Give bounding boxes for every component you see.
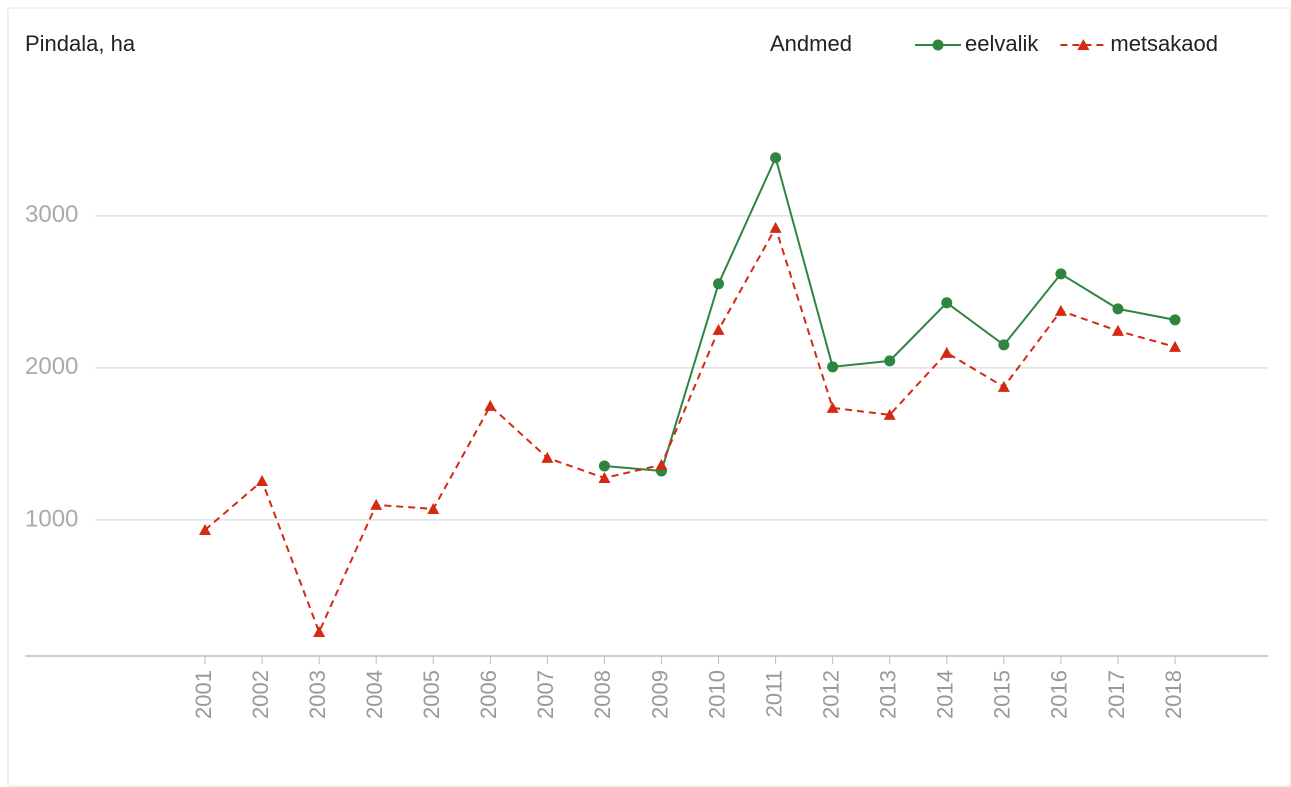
point bbox=[598, 471, 611, 483]
series-line bbox=[204, 225, 1176, 635]
point bbox=[655, 458, 668, 470]
x-tick-label: 2006 bbox=[476, 670, 501, 719]
point bbox=[313, 625, 326, 637]
x-tick-label: 2009 bbox=[647, 670, 672, 719]
x-tick-label: 2001 bbox=[191, 670, 216, 719]
point bbox=[1112, 303, 1124, 315]
legend-title: Andmed bbox=[770, 31, 852, 56]
x-tick-label: 2018 bbox=[1161, 670, 1186, 719]
point bbox=[997, 380, 1010, 392]
point bbox=[1055, 268, 1067, 280]
y-tick-label: 3000 bbox=[25, 201, 78, 228]
point bbox=[1111, 324, 1124, 336]
point bbox=[884, 355, 896, 367]
point bbox=[598, 460, 610, 472]
point bbox=[1169, 340, 1182, 352]
point bbox=[883, 408, 896, 420]
x-tick-label: 2017 bbox=[1104, 670, 1129, 719]
point bbox=[1054, 304, 1067, 316]
point bbox=[541, 451, 554, 463]
frame bbox=[7, 7, 1291, 787]
point bbox=[769, 221, 782, 233]
x-tick-label: 2016 bbox=[1047, 670, 1072, 719]
x-tick-label: 2005 bbox=[419, 670, 444, 719]
legend-label: metsakaod bbox=[1110, 31, 1218, 56]
point bbox=[484, 399, 497, 411]
point bbox=[712, 323, 725, 335]
y-tick-label: 1000 bbox=[25, 505, 78, 532]
point bbox=[826, 401, 839, 413]
x-tick-label: 2014 bbox=[933, 670, 958, 719]
x-tick-label: 2015 bbox=[990, 670, 1015, 719]
x-tick-label: 2011 bbox=[761, 670, 786, 717]
x-tick-label: 2004 bbox=[362, 670, 387, 719]
legend-marker bbox=[1077, 39, 1090, 50]
x-tick-label: 2010 bbox=[704, 670, 729, 719]
x-tick-label: 2003 bbox=[305, 670, 330, 719]
x-tick-label: 2012 bbox=[818, 670, 843, 719]
point bbox=[256, 474, 269, 486]
point bbox=[199, 523, 211, 535]
point bbox=[713, 278, 725, 290]
x-tick-label: 2007 bbox=[533, 670, 558, 719]
point bbox=[770, 152, 782, 164]
point bbox=[1169, 314, 1181, 326]
x-tick-label: 2013 bbox=[876, 670, 901, 719]
point bbox=[998, 339, 1010, 351]
point bbox=[370, 498, 383, 510]
x-tick-label: 2008 bbox=[590, 670, 615, 719]
legend-label: eelvalik bbox=[965, 31, 1039, 56]
x-tick-label: 2002 bbox=[248, 670, 273, 719]
point bbox=[427, 502, 440, 514]
series-line bbox=[604, 154, 1176, 473]
y-tick-label: 2000 bbox=[25, 353, 78, 380]
point bbox=[827, 361, 839, 373]
point bbox=[941, 297, 953, 309]
legend-marker bbox=[932, 39, 944, 51]
point bbox=[940, 346, 953, 358]
y-axis-title: Pindala, ha bbox=[25, 31, 136, 56]
